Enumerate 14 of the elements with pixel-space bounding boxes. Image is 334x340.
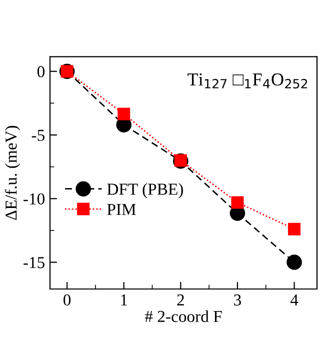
y-tick-label: -5 [32,130,44,141]
legend-label: PIM [107,204,136,215]
x-tick-label: 4 [290,294,298,306]
x-axis-title: # 2-coord F [144,310,222,322]
y-tick-label: 0 [37,66,45,78]
legend-label: DFT (PBE) [107,183,183,198]
y-tick-label: -15 [24,257,44,268]
y-tick-label: -10 [24,193,45,205]
y-axis-title: ΔE/f.u. (meV) [4,126,20,220]
x-tick-label: 0 [64,294,71,306]
x-tick-label: 2 [177,294,184,306]
annotation: Ti$_{127}$ □$_{1}$F$_{4}$O$_{252}$ [188,73,308,88]
x-tick-label: 1 [121,294,128,306]
x-tick-label: 3 [234,294,241,306]
